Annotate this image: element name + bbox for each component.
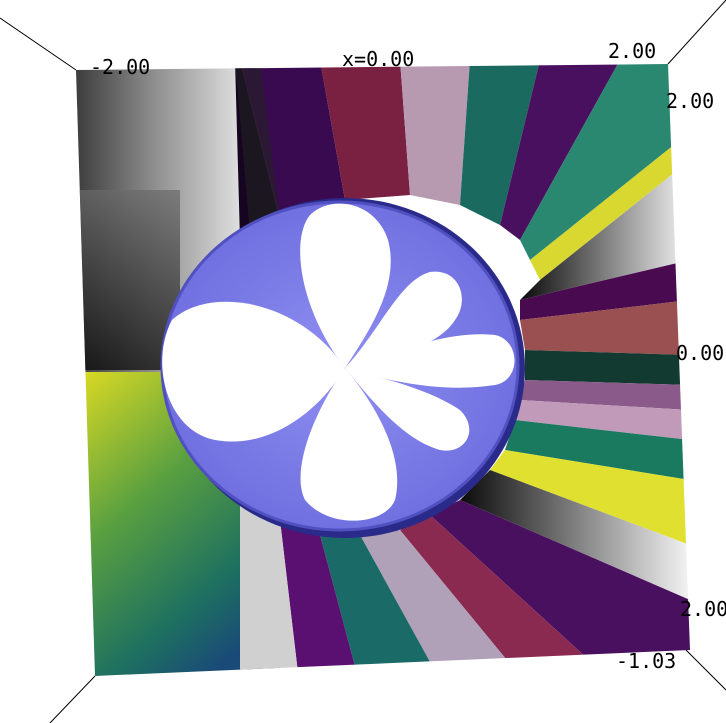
label-right-bottom: 2.00 bbox=[680, 597, 726, 621]
label-top-right: 2.00 bbox=[608, 39, 656, 63]
axis-labels: -2.00 x=0.00 2.00 2.00 0.00 2.00 -1.03 bbox=[90, 39, 726, 673]
label-bottom-right: -1.03 bbox=[616, 649, 676, 673]
label-right-middle: 0.00 bbox=[676, 341, 724, 365]
color-bands bbox=[235, 64, 690, 676]
label-top-center: x=0.00 bbox=[342, 47, 414, 71]
label-right-top: 2.00 bbox=[666, 89, 714, 113]
lobes bbox=[162, 203, 515, 521]
label-top-left: -2.00 bbox=[90, 55, 150, 79]
